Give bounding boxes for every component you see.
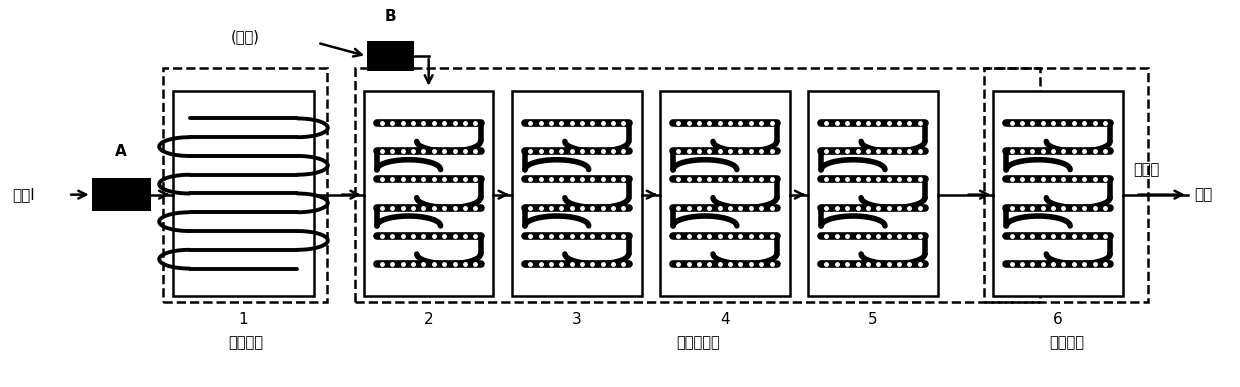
Bar bbox=[355, 68, 1039, 302]
Text: 1: 1 bbox=[238, 312, 248, 327]
Bar bbox=[985, 68, 1148, 302]
Text: 产品: 产品 bbox=[1194, 187, 1213, 202]
Bar bbox=[164, 68, 327, 302]
Text: 后处理: 后处理 bbox=[1133, 163, 1159, 177]
Text: 2: 2 bbox=[424, 312, 434, 327]
Text: A: A bbox=[115, 144, 128, 159]
Text: 5: 5 bbox=[868, 312, 878, 327]
Text: (氯气): (氯气) bbox=[231, 30, 260, 45]
Text: 4: 4 bbox=[720, 312, 730, 327]
Bar bbox=[367, 41, 414, 72]
Bar bbox=[660, 91, 790, 296]
Bar bbox=[363, 91, 494, 296]
Bar bbox=[92, 178, 151, 211]
Text: 降温模块: 降温模块 bbox=[1049, 335, 1084, 350]
Bar bbox=[172, 91, 315, 296]
Text: 3: 3 bbox=[572, 312, 582, 327]
Text: B: B bbox=[384, 9, 397, 24]
Bar bbox=[993, 91, 1123, 296]
Bar bbox=[808, 91, 937, 296]
Text: 6: 6 bbox=[1053, 312, 1063, 327]
Text: 预热模块: 预热模块 bbox=[228, 335, 263, 350]
Bar bbox=[512, 91, 641, 296]
Text: 反应模块组: 反应模块组 bbox=[676, 335, 719, 350]
Text: 物料I: 物料I bbox=[12, 187, 36, 202]
